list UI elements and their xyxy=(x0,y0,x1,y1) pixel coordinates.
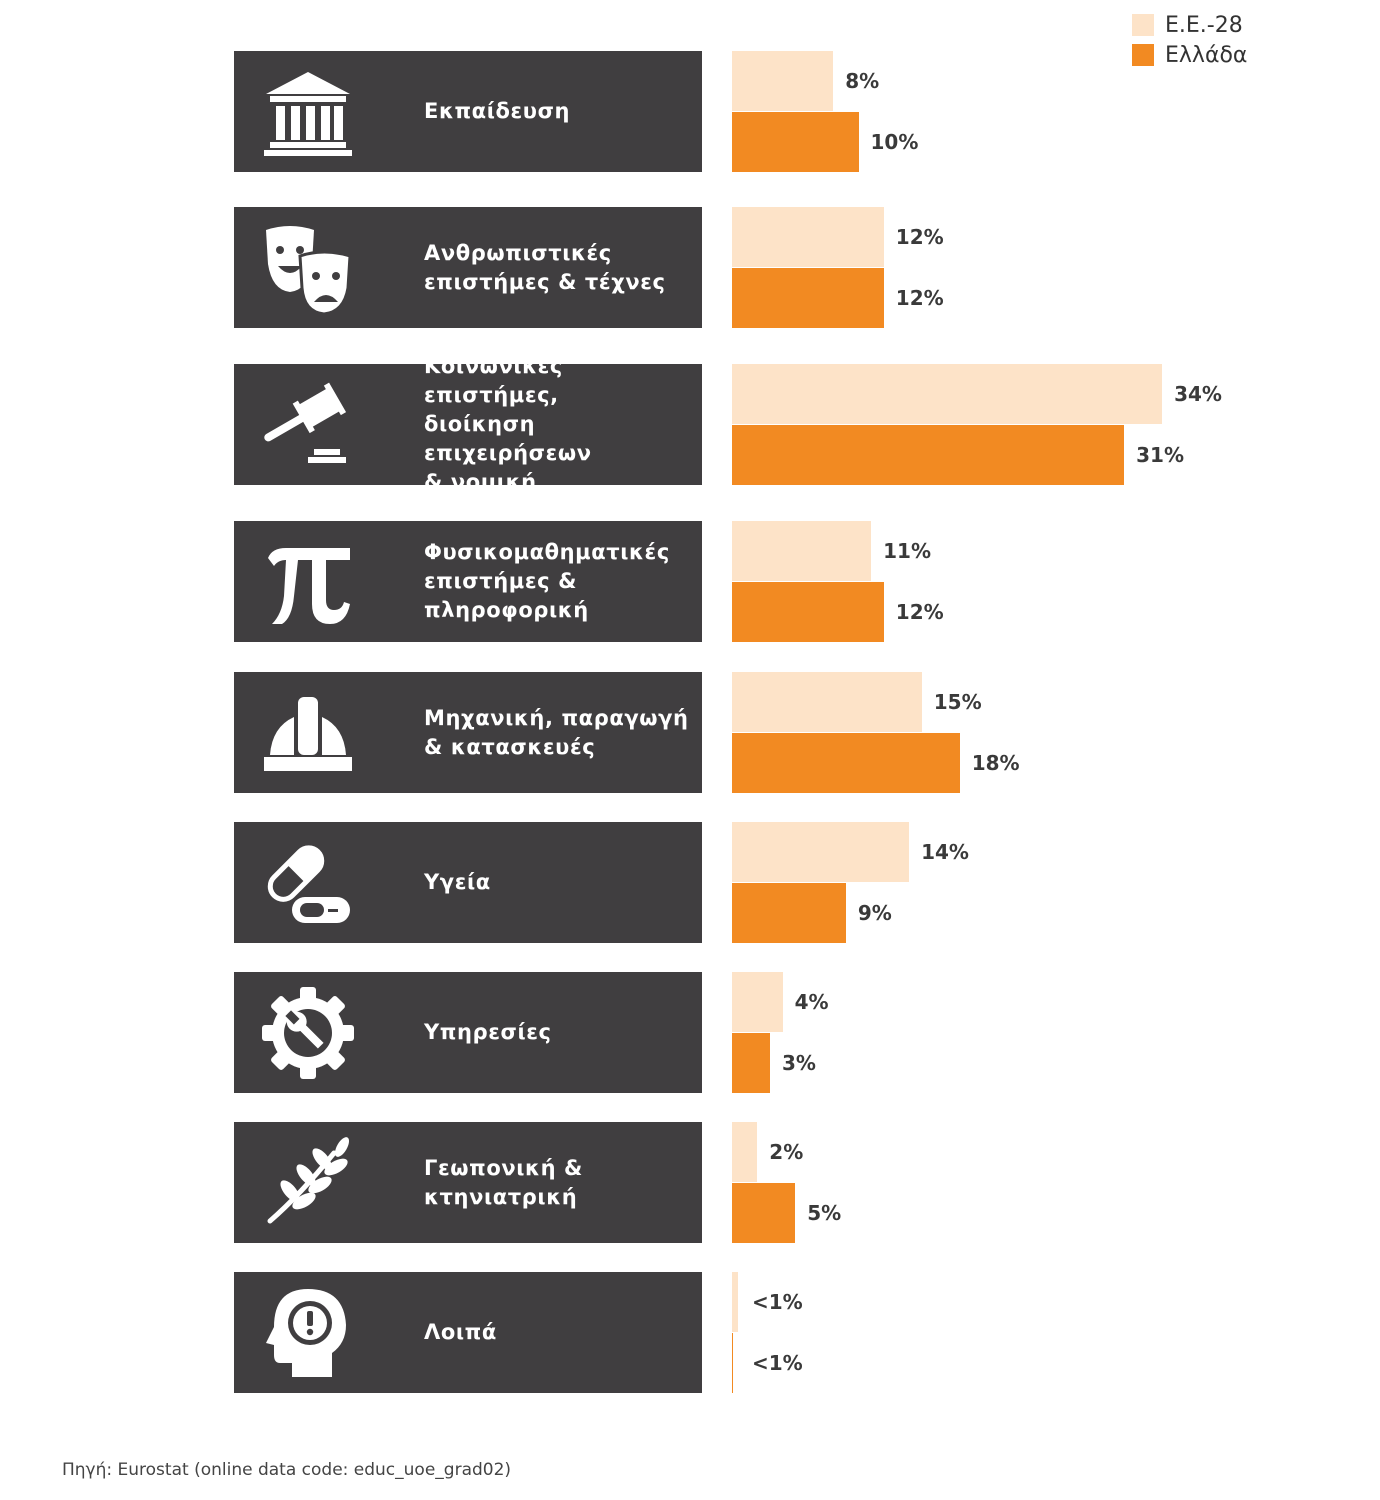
category-label: Εκπαίδευση xyxy=(424,99,571,123)
pills-icon xyxy=(260,835,356,931)
hard-hat-icon xyxy=(260,685,356,781)
bar-eu xyxy=(732,672,922,732)
bar-eu xyxy=(732,972,783,1032)
theater-masks-icon xyxy=(260,220,356,316)
value-label-eu: 34% xyxy=(1174,382,1222,406)
category-label: Φυσικομαθηματικές επιστήμες & πληροφορικ… xyxy=(424,540,670,622)
category-label: Κοινωνικές επιστήμες, διοίκηση επιχειρήσ… xyxy=(424,354,592,494)
bar-greece xyxy=(732,1183,796,1243)
value-label-greece: 31% xyxy=(1136,443,1185,467)
bar-eu xyxy=(732,822,910,882)
legend-swatch-eu xyxy=(1132,14,1154,36)
bar-eu xyxy=(732,364,1163,424)
value-label-eu: 14% xyxy=(921,840,969,864)
value-label-greece: 10% xyxy=(870,130,919,154)
category-label: Υγεία xyxy=(424,870,491,894)
category-box: Κοινωνικές επιστήμες, διοίκηση επιχειρήσ… xyxy=(234,354,702,494)
category-label: Υπηρεσίες xyxy=(424,1020,552,1044)
chart-row: Γεωπονική & κτηνιατρική 2% 5% xyxy=(0,1122,1380,1243)
value-label-eu: 8% xyxy=(845,69,880,93)
category-box: Υγεία xyxy=(234,822,702,943)
bar-greece xyxy=(732,1333,734,1393)
legend: Ε.Ε.-28 Ελλάδα xyxy=(1132,10,1247,70)
value-label-greece: 12% xyxy=(895,600,944,624)
bar-eu xyxy=(732,51,834,111)
category-box: Ανθρωπιστικές επιστήμες & τέχνες xyxy=(234,207,702,328)
value-label-greece: 3% xyxy=(781,1051,816,1075)
chart-row: Φυσικομαθηματικές επιστήμες & πληροφορικ… xyxy=(0,521,1380,642)
category-box: Εκπαίδευση xyxy=(234,51,702,172)
value-label-greece: 18% xyxy=(971,751,1020,775)
chart-row: Λοιπά <1% <1% xyxy=(0,1272,1380,1393)
bar-greece xyxy=(732,1033,770,1093)
bar-greece xyxy=(732,268,884,328)
category-box: Φυσικομαθηματικές επιστήμες & πληροφορικ… xyxy=(234,521,702,642)
bar-eu xyxy=(732,1122,758,1182)
pi-icon xyxy=(260,534,356,630)
head-exclamation-icon xyxy=(260,1285,356,1381)
value-label-greece: 5% xyxy=(807,1201,842,1225)
bar-greece xyxy=(732,582,884,642)
bar-eu xyxy=(732,521,872,581)
bar-eu xyxy=(732,207,884,267)
bar-greece xyxy=(732,425,1125,485)
wheat-icon xyxy=(260,1135,356,1231)
bar-greece xyxy=(732,112,859,172)
chart-row: Μηχανική, παραγωγή & κατασκευές 15% 18% xyxy=(0,672,1380,793)
chart-row: Ανθρωπιστικές επιστήμες & τέχνες 12% 12% xyxy=(0,207,1380,328)
bar-greece xyxy=(732,883,846,943)
value-label-eu: 4% xyxy=(794,990,829,1014)
gear-wrench-icon xyxy=(260,985,356,1081)
category-label: Γεωπονική & κτηνιατρική xyxy=(424,1155,583,1209)
value-label-eu: 15% xyxy=(933,690,982,714)
gavel-icon xyxy=(260,377,356,473)
bar-eu xyxy=(732,1272,739,1332)
value-label-eu: <1% xyxy=(752,1290,803,1314)
legend-label-greece: Ελλάδα xyxy=(1165,42,1248,68)
legend-label-eu: Ε.Ε.-28 xyxy=(1165,12,1243,38)
category-box: Υπηρεσίες xyxy=(234,972,702,1093)
value-label-greece: 12% xyxy=(895,286,944,310)
category-label: Λοιπά xyxy=(424,1320,497,1344)
legend-swatch-greece xyxy=(1132,44,1154,66)
value-label-eu: 11% xyxy=(883,539,932,563)
source-note: Πηγή: Eurostat (online data code: educ_u… xyxy=(62,1460,512,1480)
chart-row: Κοινωνικές επιστήμες, διοίκηση επιχειρήσ… xyxy=(0,354,1380,494)
value-label-greece: 9% xyxy=(857,901,892,925)
legend-item-eu: Ε.Ε.-28 xyxy=(1132,10,1247,40)
category-label: Ανθρωπιστικές επιστήμες & τέχνες xyxy=(424,240,666,294)
chart-row: Υγεία 14% 9% xyxy=(0,822,1380,943)
legend-item-greece: Ελλάδα xyxy=(1132,40,1247,70)
value-label-eu: 12% xyxy=(895,225,944,249)
category-box: Λοιπά xyxy=(234,1272,702,1393)
category-label: Μηχανική, παραγωγή & κατασκευές xyxy=(424,705,689,759)
chart-row: Εκπαίδευση 8% 10% xyxy=(0,51,1380,172)
value-label-greece: <1% xyxy=(752,1351,803,1375)
building-columns-icon xyxy=(260,64,356,160)
bar-greece xyxy=(732,733,960,793)
category-box: Μηχανική, παραγωγή & κατασκευές xyxy=(234,672,702,793)
chart-row: Υπηρεσίες 4% 3% xyxy=(0,972,1380,1093)
category-box: Γεωπονική & κτηνιατρική xyxy=(234,1122,702,1243)
value-label-eu: 2% xyxy=(769,1140,804,1164)
